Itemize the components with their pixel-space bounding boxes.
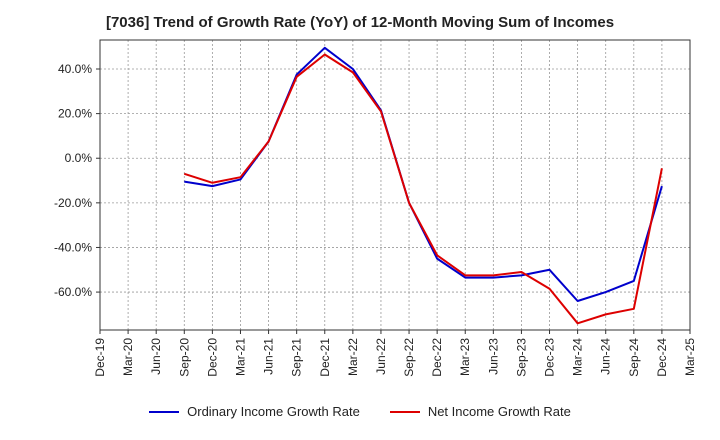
- x-tick-label: Sep-23: [514, 338, 528, 377]
- series-line-net-income: [183, 53, 663, 325]
- legend-swatch-ordinary-income: [149, 410, 180, 413]
- plot-frame: [99, 39, 691, 331]
- legend: Ordinary Income Growth Rate Net Income G…: [0, 404, 720, 419]
- x-tick-label: Dec-22: [430, 338, 444, 377]
- x-tick-label: Jun-23: [486, 338, 500, 375]
- series-line-ordinary-income: [184, 46, 663, 302]
- grid-layer: [100, 40, 690, 330]
- x-tick-label: Dec-23: [543, 338, 557, 377]
- y-tick-label: 20.0%: [58, 107, 92, 121]
- x-tick-label: Mar-20: [121, 338, 135, 376]
- y-tick-label: 40.0%: [58, 62, 92, 76]
- legend-item-net-income: Net Income Growth Rate: [389, 404, 571, 419]
- x-tick-label: Sep-22: [402, 338, 416, 377]
- x-tick-label: Mar-23: [458, 338, 472, 376]
- axis-layer: [96, 39, 691, 334]
- y-tick-label: 0.0%: [65, 151, 93, 165]
- series-layer: [183, 46, 663, 325]
- x-tick-label: Dec-24: [655, 338, 669, 377]
- x-tick-label: Dec-19: [93, 338, 107, 377]
- y-tick-label: -40.0%: [54, 240, 92, 254]
- x-tick-label: Mar-21: [233, 338, 247, 376]
- x-tick-label: Mar-24: [571, 338, 585, 376]
- tick-layer: 40.0% 20.0% 0.0% -20.0% -40.0% -60.0% Dec-19 Ma…: [54, 62, 697, 377]
- x-tick-label: Jun-21: [262, 338, 276, 375]
- x-tick-label: Jun-22: [374, 338, 388, 375]
- y-tick-label: -60.0%: [54, 285, 92, 299]
- legend-label-ordinary-income: Ordinary Income Growth Rate: [187, 404, 360, 419]
- legend-item-ordinary-income: Ordinary Income Growth Rate: [149, 404, 360, 419]
- x-tick-label: Jun-24: [599, 338, 613, 375]
- chart-title: [7036] Trend of Growth Rate (YoY) of 12-…: [105, 14, 615, 31]
- x-tick-label: Sep-20: [177, 338, 191, 377]
- x-tick-label: Mar-25: [683, 338, 697, 376]
- x-tick-label: Sep-24: [627, 338, 641, 377]
- x-tick-label: Jun-20: [149, 338, 163, 375]
- x-tick-label: Dec-21: [318, 338, 332, 377]
- x-tick-label: Dec-20: [205, 338, 219, 377]
- x-tick-label: Mar-22: [346, 338, 360, 376]
- y-tick-label: -20.0%: [54, 196, 92, 210]
- legend-label-net-income: Net Income Growth Rate: [427, 404, 571, 419]
- legend-swatch-net-income: [389, 410, 420, 413]
- x-tick-label: Sep-21: [290, 338, 304, 377]
